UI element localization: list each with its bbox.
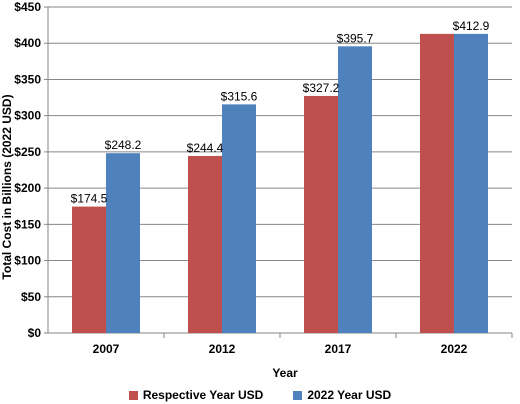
y-tick-label: $200: [14, 181, 41, 195]
bar: [222, 104, 256, 334]
y-tick-label: $250: [14, 145, 41, 159]
bar: [454, 33, 488, 333]
y-tick-label: $100: [14, 254, 41, 268]
y-tick-label: $350: [14, 72, 41, 86]
bars: [72, 33, 488, 334]
x-axis-title: Year: [272, 366, 298, 380]
bar: [188, 155, 222, 333]
data-label: $327.2: [303, 81, 340, 95]
bar-chart: $174.5 $248.2 $244.4 $315.6 $327.2 $395.7 $412…: [0, 0, 513, 380]
y-axis-title: Total Cost in Billions (2022 USD): [0, 94, 14, 279]
legend-item-respective: Respective Year USD: [128, 388, 264, 402]
x-tick-label: 2017: [325, 342, 352, 356]
bar: [420, 33, 454, 333]
y-tick-label: $450: [14, 0, 41, 14]
y-axis-ticks: $0 $50 $100 $150 $200 $250 $300 $350 $400 $450: [14, 0, 41, 340]
legend: Respective Year USD 2022 Year USD: [0, 386, 520, 404]
legend-swatch-2022-usd: [293, 390, 303, 400]
data-label: $244.4: [187, 141, 224, 155]
y-tick-label: $0: [28, 326, 42, 340]
data-labels: $174.5 $248.2 $244.4 $315.6 $327.2 $395.7 $412…: [71, 19, 490, 206]
y-tick-label: $50: [21, 290, 41, 304]
data-label: $174.5: [71, 192, 108, 206]
data-label: $315.6: [221, 89, 258, 103]
x-tick-label: 2022: [441, 342, 468, 356]
data-label: $395.7: [337, 31, 374, 45]
bar: [338, 46, 372, 333]
legend-item-2022-usd: 2022 Year USD: [293, 388, 391, 402]
x-tick-label: 2007: [93, 342, 120, 356]
bar: [106, 153, 140, 333]
y-tick-label: $400: [14, 36, 41, 50]
bar: [304, 95, 338, 333]
legend-label-2022-usd: 2022 Year USD: [307, 388, 392, 402]
data-label: $412.9: [453, 19, 490, 33]
legend-label-respective: Respective Year USD: [142, 388, 264, 402]
data-label: $248.2: [105, 138, 142, 152]
x-axis-ticks: 2007 2012 2017 2022: [93, 342, 468, 356]
bar: [72, 206, 106, 333]
y-tick-label: $150: [14, 217, 41, 231]
x-tick-label: 2012: [209, 342, 236, 356]
y-tick-label: $300: [14, 109, 41, 123]
legend-swatch-respective: [128, 390, 138, 400]
